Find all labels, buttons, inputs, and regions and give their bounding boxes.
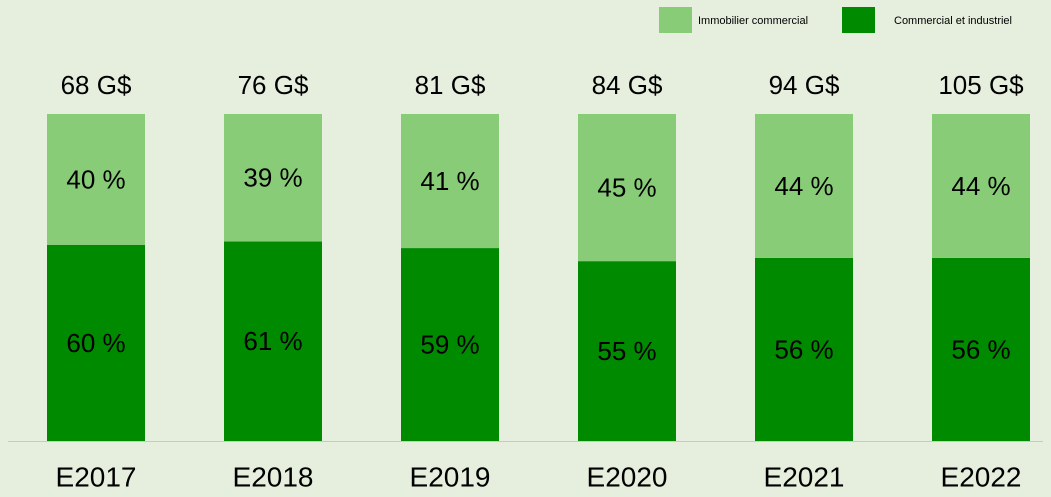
bar-segment — [755, 257, 853, 441]
value-label: 59 % — [420, 329, 479, 359]
x-tick-label: E2018 — [233, 461, 314, 492]
bar-segment — [47, 114, 145, 245]
total-label: 105 G$ — [938, 70, 1024, 100]
x-tick-label: E2021 — [764, 461, 845, 492]
total-label: 94 G$ — [769, 70, 840, 100]
bar-segment — [47, 244, 145, 441]
value-label: 40 % — [66, 164, 125, 194]
bar-segment — [224, 114, 322, 242]
x-tick-label: E2022 — [941, 461, 1022, 492]
legend-label: Commercial et industriel — [894, 15, 1012, 27]
value-label: 61 % — [243, 326, 302, 356]
value-label: 45 % — [597, 172, 656, 202]
bar-segment — [932, 114, 1030, 258]
total-label: 68 G$ — [61, 70, 132, 100]
x-tick-label: E2020 — [587, 461, 668, 492]
value-label: 56 % — [774, 334, 833, 364]
legend-swatch — [842, 7, 875, 33]
value-label: 44 % — [951, 171, 1010, 201]
total-label: 76 G$ — [238, 70, 309, 100]
value-label: 44 % — [774, 171, 833, 201]
bar-segment — [401, 248, 499, 441]
bar-segment — [932, 257, 1030, 441]
value-label: 55 % — [597, 336, 656, 366]
total-label: 81 G$ — [415, 70, 486, 100]
legend-swatch — [659, 7, 692, 33]
value-label: 39 % — [243, 163, 302, 193]
x-tick-label: E2019 — [410, 461, 491, 492]
value-label: 56 % — [951, 334, 1010, 364]
bar-segment — [755, 114, 853, 258]
legend-label: Immobilier commercial — [698, 15, 808, 27]
value-label: 41 % — [420, 166, 479, 196]
bar-segment — [578, 114, 676, 262]
bar-segment — [401, 114, 499, 249]
value-label: 60 % — [66, 328, 125, 358]
x-tick-label: E2017 — [56, 461, 137, 492]
bar-segment — [578, 261, 676, 441]
total-label: 84 G$ — [592, 70, 663, 100]
bar-segment — [224, 241, 322, 441]
